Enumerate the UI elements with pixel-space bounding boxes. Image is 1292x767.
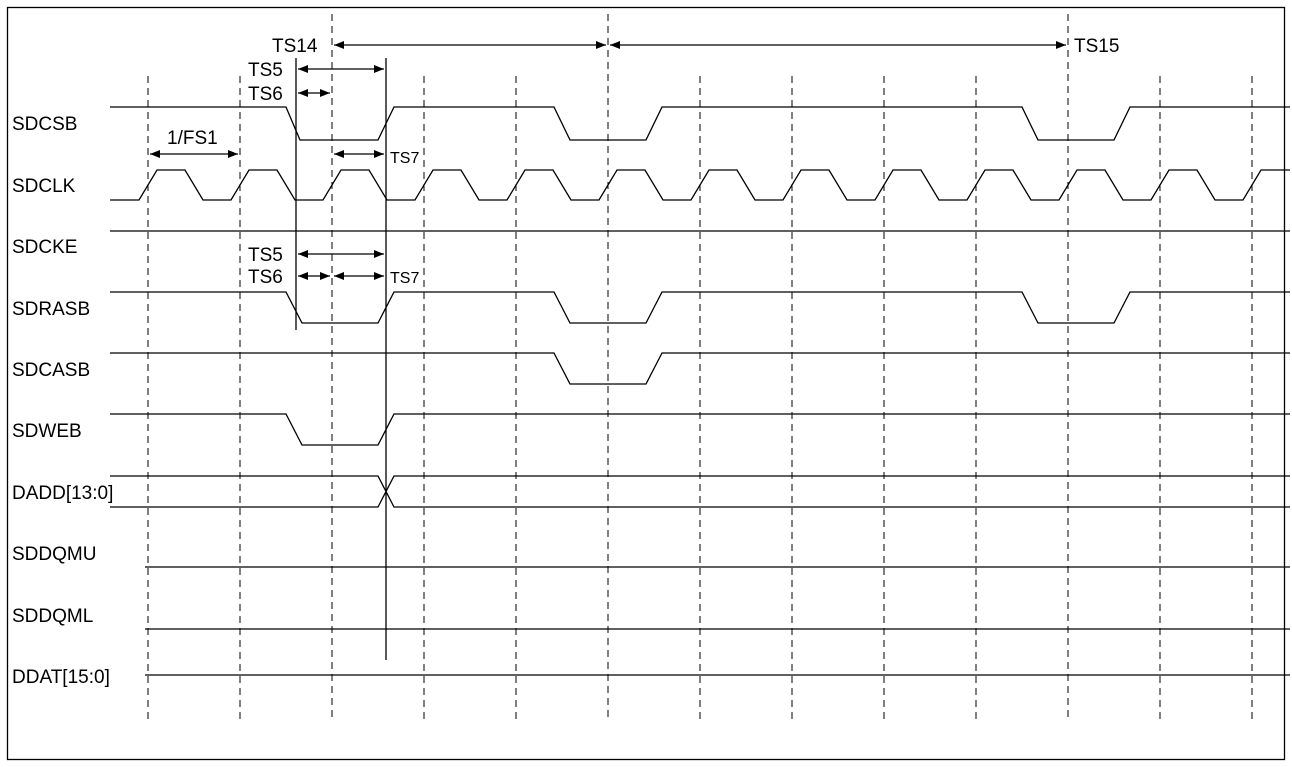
signal-label-sdcke: SDCKE xyxy=(12,237,77,258)
ts14-label: TS14 xyxy=(272,36,318,57)
signal-label-ddat: DDAT[15:0] xyxy=(12,667,110,688)
signal-label-sdcsb: SDCSB xyxy=(12,114,77,135)
ts6-top-label: TS6 xyxy=(248,84,283,105)
dadd-waveform xyxy=(110,475,1290,508)
dimension-arrows xyxy=(150,41,1066,280)
ts15-label: TS15 xyxy=(1074,36,1119,57)
sdweb-waveform xyxy=(110,413,1290,446)
reference-markers xyxy=(295,58,387,660)
sdcasb-waveform xyxy=(110,352,1290,385)
fs1-label: 1/FS1 xyxy=(167,128,218,149)
waveforms xyxy=(110,106,1290,676)
ts5-mid-label: TS5 xyxy=(248,245,283,266)
annotation-labels: TS14 TS15 TS5 TS6 1/FS1 TS7 TS5 TS6 TS7 xyxy=(167,36,1119,288)
signal-labels: SDCSB SDCLK SDCKE SDRASB SDCASB SDWEB DA… xyxy=(12,114,113,688)
ts7-top-label: TS7 xyxy=(390,150,419,167)
signal-label-sddqml: SDDQML xyxy=(12,606,93,627)
sdcsb-waveform xyxy=(110,106,1290,141)
signal-label-dadd: DADD[13:0] xyxy=(12,483,113,504)
signal-label-sdrasb: SDRASB xyxy=(12,299,90,320)
signal-label-sdclk: SDCLK xyxy=(12,176,76,197)
ts5-top-label: TS5 xyxy=(248,60,283,81)
sdclk-waveform xyxy=(110,169,1290,201)
ts7-mid-label: TS7 xyxy=(390,270,419,287)
ts6-mid-label: TS6 xyxy=(248,267,283,288)
signal-label-sdweb: SDWEB xyxy=(12,421,82,442)
diagram-border xyxy=(6,6,1286,761)
clock-gridlines xyxy=(147,14,1253,722)
sdrasb-waveform xyxy=(110,291,1290,324)
signal-label-sddqmu: SDDQMU xyxy=(12,544,96,565)
signal-label-sdcasb: SDCASB xyxy=(12,360,90,381)
